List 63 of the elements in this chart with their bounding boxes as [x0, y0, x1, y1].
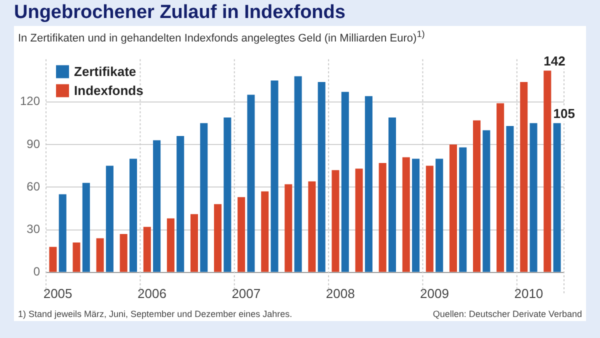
chart-title: Ungebrochener Zulauf in Indexfonds [13, 1, 346, 24]
bar [412, 158, 420, 272]
bar [58, 194, 66, 272]
bar [496, 102, 504, 272]
y-tick-label: 90 [26, 136, 40, 150]
bar [459, 146, 467, 272]
bar [129, 158, 138, 272]
bar [506, 126, 514, 272]
y-tick-label: 0 [33, 264, 40, 278]
bar [190, 214, 198, 272]
bar [143, 226, 151, 272]
y-tick-label: 120 [20, 94, 40, 108]
bar [426, 165, 434, 272]
bar [49, 246, 57, 272]
source-note: Quellen: Deutscher Derivate Verband [432, 308, 582, 319]
bar [72, 242, 80, 272]
bar [82, 182, 90, 272]
bar [200, 122, 208, 272]
bar [247, 94, 255, 272]
bar [341, 92, 349, 272]
y-tick-label: 60 [26, 179, 40, 194]
x-tick-label: 2010 [514, 285, 544, 300]
bar [106, 165, 114, 272]
bar [176, 136, 184, 272]
bar [318, 82, 326, 272]
bar [120, 234, 128, 272]
bar [332, 170, 340, 272]
bar [284, 184, 292, 272]
x-tick-label: 2005 [43, 285, 72, 300]
bar [153, 140, 161, 272]
bar [388, 117, 396, 272]
bar [308, 181, 316, 272]
bar [261, 191, 269, 272]
text: 1) Stand jeweils März, Juni, September und Dezember eines Jahres. [18, 308, 292, 319]
bar [364, 96, 372, 272]
bar [224, 117, 232, 272]
bar [214, 204, 222, 272]
bar [355, 168, 363, 272]
data-label: 105 [553, 106, 575, 121]
bar [553, 122, 561, 272]
bar [238, 196, 246, 272]
bar [294, 76, 302, 272]
bar [402, 156, 410, 272]
bar [520, 82, 528, 272]
bar [378, 162, 386, 272]
x-tick-label: 2007 [232, 285, 261, 300]
bar [482, 130, 490, 272]
data-label: 142 [544, 53, 566, 68]
y-tick-label: 30 [26, 222, 40, 236]
bar [544, 70, 552, 272]
x-tick-label: 2008 [326, 285, 355, 300]
legend-label: Zertifikate [74, 63, 136, 78]
bar [473, 120, 481, 272]
bar [530, 122, 538, 272]
bar [270, 80, 278, 272]
bar [436, 158, 444, 272]
bar [96, 238, 104, 272]
bar [166, 218, 174, 272]
bar [449, 144, 457, 272]
legend-label: Indexfonds [74, 82, 144, 98]
chart-subtitle: In Zertifikaten und in gehandelten Indexfonds angelegtes Geld (in Milliarden Euro)$^{1)}$ [17, 28, 426, 46]
x-tick-label: 2009 [420, 285, 449, 300]
x-tick-label: 2006 [138, 285, 166, 300]
